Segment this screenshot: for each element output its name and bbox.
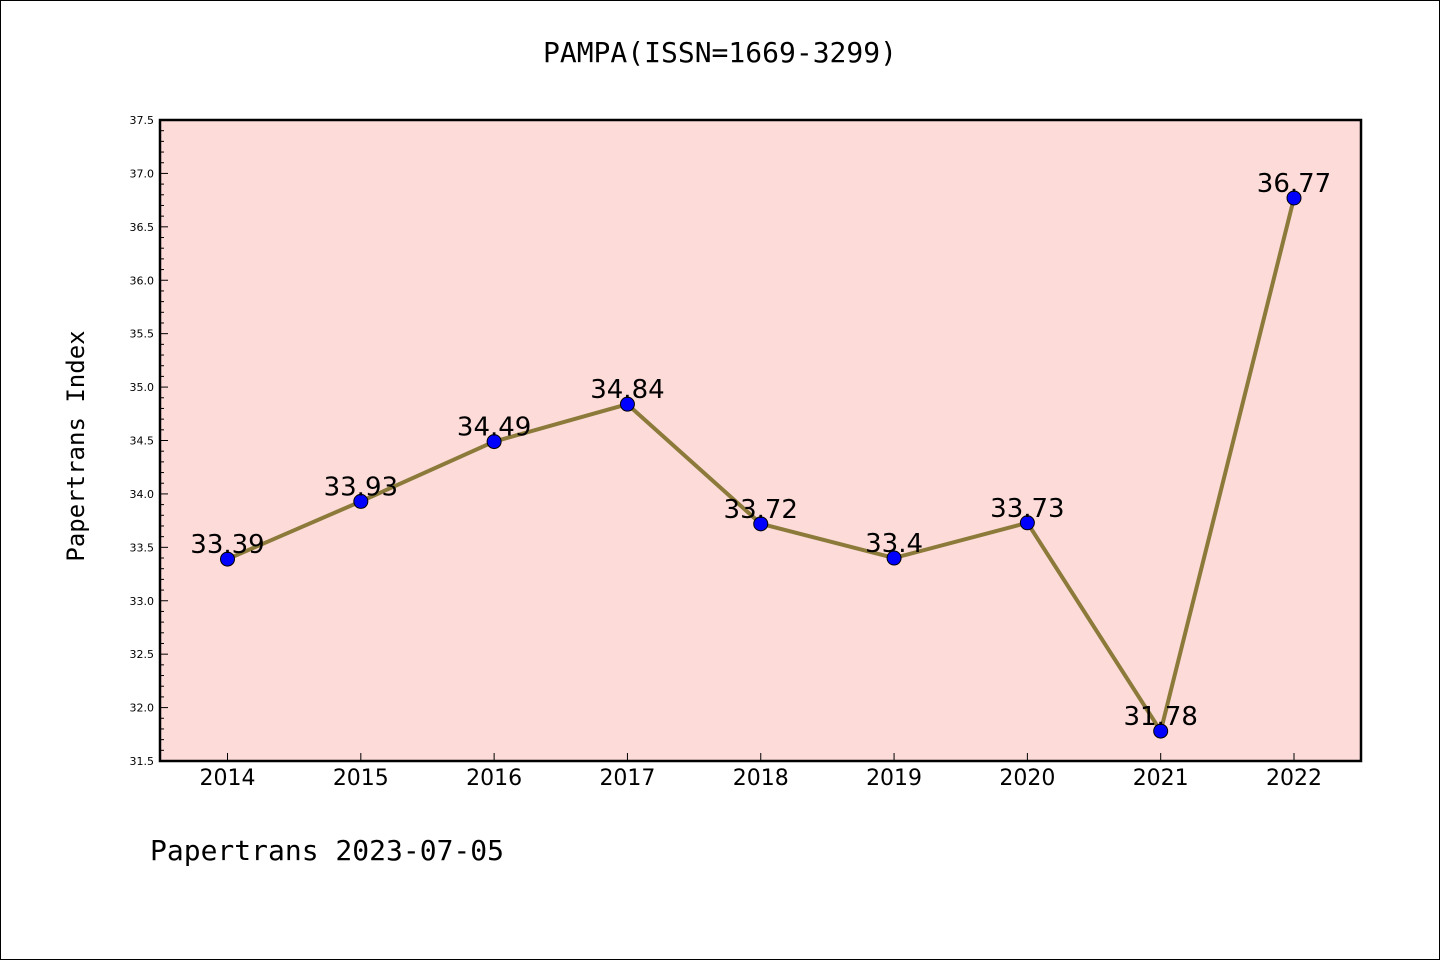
x-tick-label: 2018 xyxy=(733,766,789,791)
plot-area xyxy=(160,120,1361,761)
data-point xyxy=(1286,190,1302,206)
x-tick-label: 2017 xyxy=(599,766,655,791)
x-tick-label: 2014 xyxy=(200,766,256,791)
data-point xyxy=(486,434,502,450)
y-tick-label: 37.0 xyxy=(130,167,155,180)
y-tick-label: 36.0 xyxy=(130,274,155,287)
footer-text: Papertrans 2023-07-05 xyxy=(150,834,505,867)
x-tick-label: 2022 xyxy=(1266,766,1322,791)
x-tick-label: 2016 xyxy=(466,766,522,791)
y-tick-label: 35.5 xyxy=(130,328,155,341)
y-tick-label: 35.0 xyxy=(130,381,155,394)
x-tick-label: 2019 xyxy=(866,766,922,791)
data-label: 34.84 xyxy=(590,375,664,405)
data-label: 34.49 xyxy=(457,413,531,443)
data-point xyxy=(1019,515,1035,531)
x-tick-label: 2020 xyxy=(999,766,1055,791)
data-point xyxy=(220,551,235,567)
y-tick-label: 32.0 xyxy=(130,702,155,715)
y-tick-label: 32.5 xyxy=(130,648,155,661)
y-tick-label: 36.5 xyxy=(130,221,155,234)
chart-title: PAMPA(ISSN=1669-3299) xyxy=(542,36,897,69)
y-tick-label: 34.0 xyxy=(130,488,155,501)
data-label: 33.93 xyxy=(324,472,398,502)
data-label: 33.73 xyxy=(990,494,1064,524)
x-tick-label: 2015 xyxy=(333,766,389,791)
data-point xyxy=(1153,723,1169,739)
data-label: 33.39 xyxy=(190,530,264,560)
x-axis: 2014 2015 2016 2017 2018 2019 2020 2021 2022 xyxy=(200,753,1322,791)
y-tick-label: 33.5 xyxy=(130,541,155,554)
y-tick-label: 34.5 xyxy=(130,435,155,448)
data-label: 36.77 xyxy=(1257,169,1331,199)
y-tick-label: 31.5 xyxy=(130,755,155,768)
y-tick-label: 37.5 xyxy=(130,114,155,127)
data-labels: 33.39 33.93 34.49 34.84 33.72 33.4 33.73 31.78 3… xyxy=(190,169,1331,732)
data-point xyxy=(619,396,635,412)
x-tick-label: 2021 xyxy=(1133,766,1189,791)
data-label: 33.4 xyxy=(865,529,923,559)
data-point xyxy=(353,493,369,509)
data-point xyxy=(753,516,769,532)
data-points xyxy=(220,190,1302,739)
plot-border xyxy=(158,118,1363,763)
y-tick-label: 33.0 xyxy=(130,595,155,608)
data-point xyxy=(886,550,902,566)
data-label: 33.72 xyxy=(724,495,798,525)
y-axis: 31.5 32.0 32.5 33.0 33.5 34.0 34.5 35.0 35.5 36.0… xyxy=(130,114,168,768)
data-label: 31.78 xyxy=(1123,702,1197,732)
